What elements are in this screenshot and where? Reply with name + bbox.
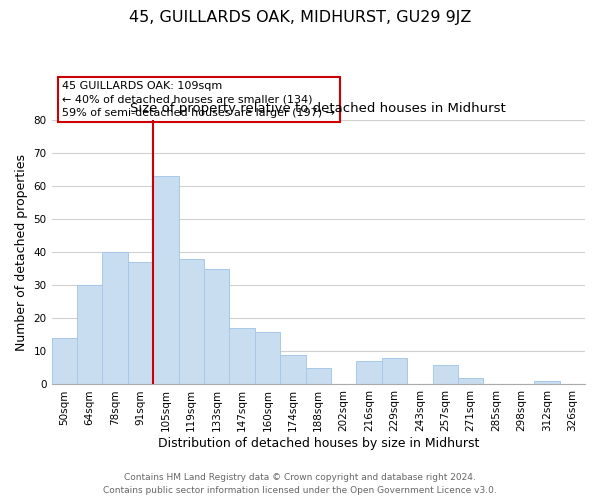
Title: Size of property relative to detached houses in Midhurst: Size of property relative to detached ho… (130, 102, 506, 115)
Bar (179, 259, 204, 384)
Bar (103, 252, 128, 384)
Bar (77, 286, 103, 384)
Bar (433, 364, 458, 384)
Bar (153, 176, 179, 384)
Text: 45, GUILLARDS OAK, MIDHURST, GU29 9JZ: 45, GUILLARDS OAK, MIDHURST, GU29 9JZ (129, 10, 471, 25)
Bar (204, 269, 229, 384)
Bar (52, 338, 77, 384)
Bar (229, 328, 255, 384)
Bar (356, 362, 382, 384)
Bar (255, 332, 280, 384)
Bar (280, 354, 305, 384)
Bar (128, 262, 153, 384)
Bar (382, 358, 407, 384)
X-axis label: Distribution of detached houses by size in Midhurst: Distribution of detached houses by size … (158, 437, 479, 450)
Bar (458, 378, 484, 384)
Text: 45 GUILLARDS OAK: 109sqm
← 40% of detached houses are smaller (134)
59% of semi-: 45 GUILLARDS OAK: 109sqm ← 40% of detach… (62, 81, 335, 118)
Bar (534, 381, 560, 384)
Y-axis label: Number of detached properties: Number of detached properties (15, 154, 28, 351)
Text: Contains HM Land Registry data © Crown copyright and database right 2024.
Contai: Contains HM Land Registry data © Crown c… (103, 474, 497, 495)
Bar (305, 368, 331, 384)
